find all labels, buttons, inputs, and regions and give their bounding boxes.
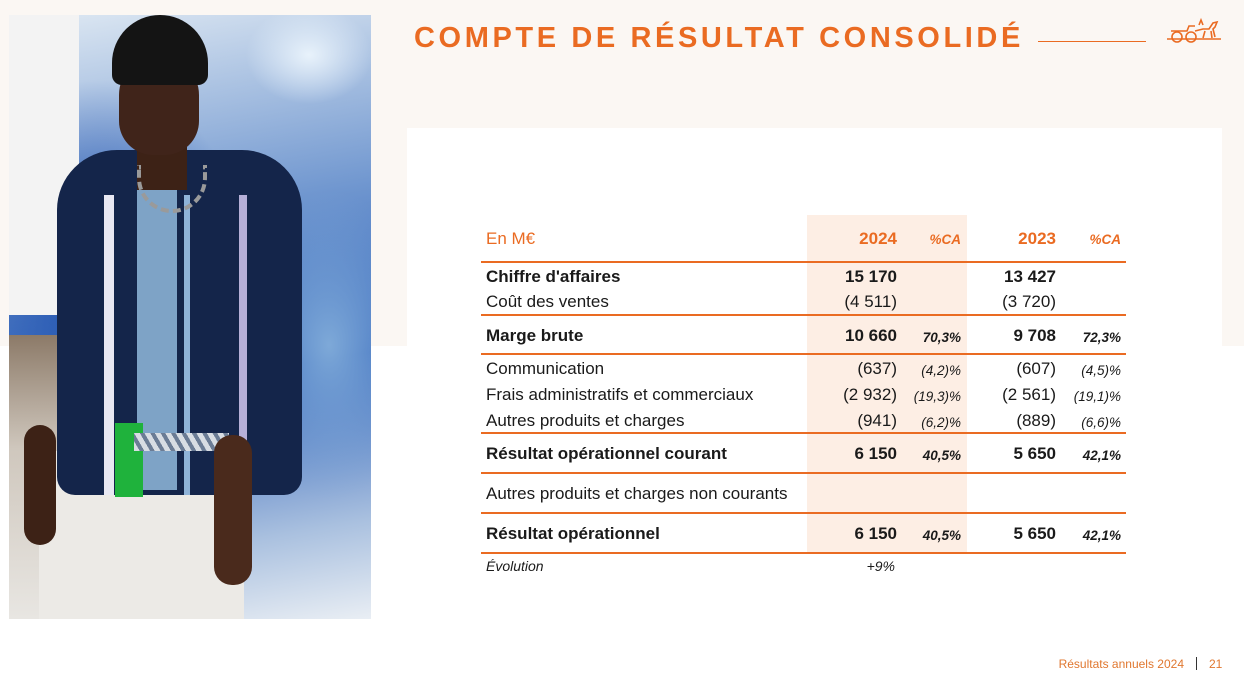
table-rule — [481, 432, 1126, 434]
footer-divider — [1196, 657, 1197, 670]
pct-2023: 42,1% — [1082, 448, 1121, 463]
value-2023: 9 708 — [1013, 326, 1056, 345]
model-photo — [9, 15, 371, 619]
row-label: Chiffre d'affaires — [486, 267, 621, 286]
value-2024: (4 511) — [844, 292, 897, 311]
col-header-2023-pct: %CA — [1089, 232, 1121, 247]
value-2023: 13 427 — [1004, 267, 1056, 286]
table-rule — [481, 314, 1126, 316]
row-label: Autres produits et charges — [486, 411, 685, 430]
col-header-2024-pct: %CA — [929, 232, 961, 247]
pct-2023: 72,3% — [1082, 330, 1121, 345]
pct-2024: (19,3)% — [913, 389, 961, 404]
value-2024: (2 932) — [843, 385, 897, 404]
table-rule — [481, 472, 1126, 474]
pct-2023: (4,5)% — [1081, 363, 1121, 378]
pct-2023: (19,1)% — [1073, 389, 1121, 404]
table-rule — [481, 353, 1126, 355]
year-2024-highlight — [807, 215, 967, 553]
row-label: Autres produits et charges non courants — [486, 484, 788, 503]
row-label: Coût des ventes — [486, 292, 609, 311]
col-header-2024: 2024 — [859, 229, 897, 248]
title-divider — [1038, 41, 1146, 42]
carriage-logo-icon — [1167, 17, 1221, 43]
pct-2024: 40,5% — [922, 448, 961, 463]
row-label: Communication — [486, 359, 605, 378]
pct-2024: (6,2)% — [921, 415, 961, 430]
page-number: 21 — [1209, 657, 1223, 671]
footer-text: Résultats annuels 2024 — [1058, 657, 1184, 671]
value-2024: 10 660 — [845, 326, 897, 345]
value-2023: (607) — [1016, 359, 1056, 378]
pct-2023: 42,1% — [1082, 528, 1121, 543]
value-2023: (3 720) — [1002, 292, 1056, 311]
page-title: COMPTE DE RÉSULTAT CONSOLIDÉ — [414, 22, 1024, 54]
value-2023: 5 650 — [1013, 444, 1056, 463]
pct-2024: 70,3% — [922, 330, 961, 345]
pct-2024: (4,2)% — [921, 363, 961, 378]
value-2024: (941) — [857, 411, 897, 430]
unit-label: En M€ — [486, 229, 536, 248]
value-2024: 6 150 — [854, 444, 897, 463]
evolution-label: Évolution — [486, 558, 544, 574]
table-rule — [481, 261, 1126, 263]
value-2023: (2 561) — [1002, 385, 1056, 404]
value-2024: 15 170 — [845, 267, 897, 286]
pct-2024: 40,5% — [922, 528, 961, 543]
table-rule — [481, 512, 1126, 514]
row-label: Résultat opérationnel — [486, 524, 660, 543]
value-2023: 5 650 — [1013, 524, 1056, 543]
value-2024: 6 150 — [854, 524, 897, 543]
row-label: Frais administratifs et commerciaux — [486, 385, 754, 404]
value-2023: (889) — [1016, 411, 1056, 430]
evolution-value: +9% — [866, 558, 895, 574]
row-label: Résultat opérationnel courant — [486, 444, 727, 463]
row-label: Marge brute — [486, 326, 584, 345]
value-2024: (637) — [857, 359, 897, 378]
pct-2023: (6,6)% — [1081, 415, 1121, 430]
col-header-2023: 2023 — [1018, 229, 1056, 248]
table-rule — [481, 552, 1126, 554]
